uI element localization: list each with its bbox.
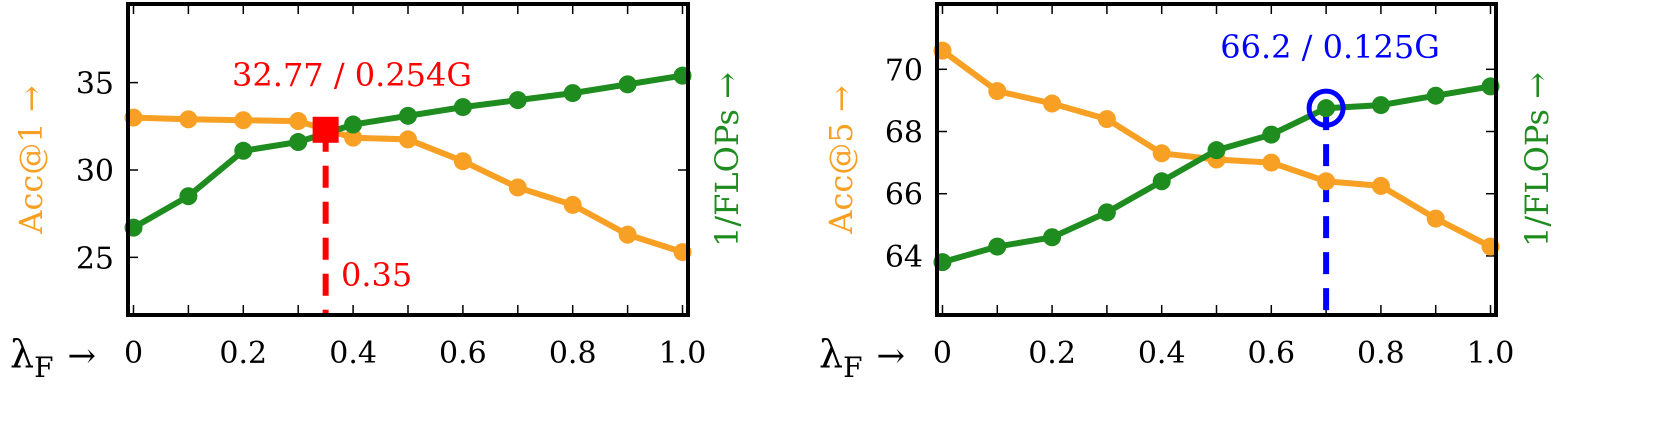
plot-frame bbox=[126, 2, 690, 317]
data-point bbox=[289, 112, 308, 131]
data-point bbox=[563, 195, 582, 214]
data-point bbox=[508, 91, 527, 110]
data-point bbox=[1097, 110, 1116, 129]
data-point bbox=[618, 225, 637, 244]
x-tick-label: 0.2 bbox=[1028, 336, 1076, 371]
data-point bbox=[1426, 86, 1445, 105]
data-point bbox=[1262, 153, 1281, 172]
y-axis-label: Acc@5 → bbox=[822, 85, 860, 234]
data-point bbox=[988, 82, 1007, 101]
data-point bbox=[179, 187, 198, 206]
x-tick-label: 0.2 bbox=[219, 336, 267, 371]
y2-axis-label: 1/FLOPs → bbox=[1518, 72, 1556, 247]
annotation-label: 32.77 / 0.254G bbox=[232, 56, 472, 94]
data-point bbox=[1152, 144, 1171, 163]
data-point bbox=[1043, 94, 1062, 113]
x-tick-label: 0 bbox=[933, 336, 952, 371]
y-tick-label: 30 bbox=[76, 154, 114, 189]
data-point bbox=[1207, 141, 1226, 160]
data-point bbox=[988, 237, 1007, 256]
data-point bbox=[1317, 172, 1336, 191]
y-axis-label: Acc@1 → bbox=[12, 85, 50, 234]
series-line-1/FLOPs bbox=[132, 72, 683, 231]
data-point bbox=[344, 128, 363, 147]
x-axis-label: λF → bbox=[819, 332, 905, 384]
data-point bbox=[618, 75, 637, 94]
data-point bbox=[344, 115, 363, 134]
data-point bbox=[1097, 203, 1116, 222]
annotation-square-marker bbox=[312, 116, 339, 143]
data-point bbox=[179, 110, 198, 129]
data-point bbox=[234, 111, 253, 130]
data-point bbox=[1317, 99, 1336, 118]
y-tick-label: 35 bbox=[76, 67, 114, 102]
x-axis-label: λF → bbox=[10, 332, 96, 384]
data-point bbox=[1371, 176, 1390, 195]
x-tick-label: 0.4 bbox=[1138, 336, 1186, 371]
x-tick-label: 0.8 bbox=[1357, 336, 1405, 371]
data-point bbox=[1043, 228, 1062, 247]
y-tick-label: 66 bbox=[885, 178, 923, 213]
x-tick-label: 0.6 bbox=[439, 336, 487, 371]
data-point bbox=[453, 152, 472, 171]
y-tick-label: 25 bbox=[76, 241, 114, 276]
y2-axis-label: 1/FLOPs → bbox=[708, 72, 746, 247]
plot-frame bbox=[935, 2, 1498, 317]
x-tick-label: 1.0 bbox=[1467, 336, 1515, 371]
x-tick-label: 0.6 bbox=[1247, 336, 1295, 371]
data-point bbox=[453, 98, 472, 117]
data-point bbox=[234, 141, 253, 160]
series-line-1/FLOPs bbox=[941, 83, 1492, 265]
data-point bbox=[1371, 96, 1390, 115]
x-tick-label: 0 bbox=[124, 336, 143, 371]
x-tick-label: 0.4 bbox=[329, 336, 377, 371]
annotation-circle-marker bbox=[1306, 88, 1346, 128]
data-point bbox=[563, 84, 582, 103]
panel-acc5: 0 0.2 0.4 0.6 0.8 1.0 64 66 68 70 66.2 / 0.125G Acc… bbox=[819, 2, 1556, 384]
data-point bbox=[289, 133, 308, 152]
data-point bbox=[508, 178, 527, 197]
x-tick-label: 1.0 bbox=[659, 336, 707, 371]
y-tick-label: 70 bbox=[885, 53, 923, 88]
data-point bbox=[399, 106, 417, 125]
data-point bbox=[1426, 209, 1445, 228]
data-point bbox=[1262, 125, 1281, 144]
panel-acc1: 0 0.2 0.4 0.6 0.8 1.0 25 30 35 32.77 / 0.254G 0.35… bbox=[10, 2, 746, 384]
annotation-label: 66.2 / 0.125G bbox=[1220, 28, 1440, 66]
x-tick-label: 0.8 bbox=[549, 336, 597, 371]
annotation-x-label: 0.35 bbox=[341, 256, 412, 294]
y-tick-label: 64 bbox=[885, 240, 923, 275]
data-point bbox=[399, 130, 417, 149]
data-point bbox=[1152, 172, 1171, 191]
y-tick-label: 68 bbox=[885, 116, 923, 151]
